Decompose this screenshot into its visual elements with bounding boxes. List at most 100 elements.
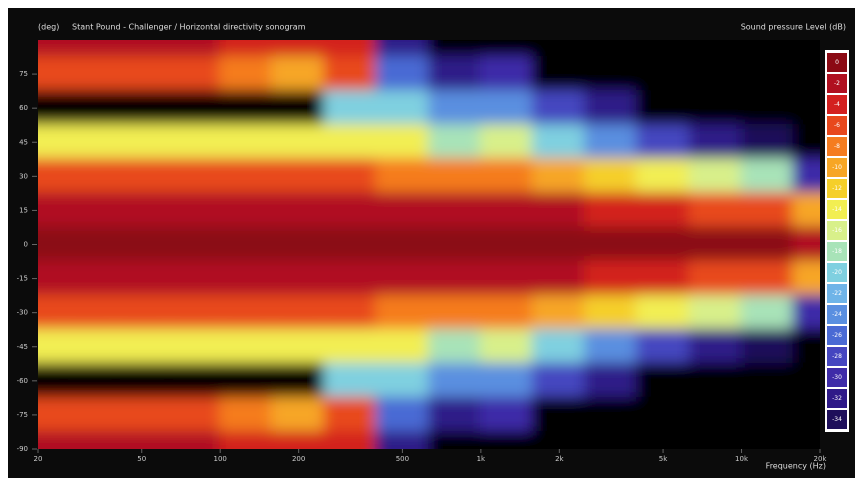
colorbar-label: -2: [834, 80, 840, 87]
heat-cell: [115, 261, 170, 297]
heat-cell: [689, 397, 743, 433]
heat-cell: [480, 158, 534, 194]
heat-cell: [167, 397, 221, 433]
y-tick-label: 60: [19, 104, 28, 112]
heat-cell: [480, 397, 534, 433]
heat-cell: [584, 90, 638, 126]
x-tick-label: 5k: [659, 455, 668, 463]
heat-cell: [271, 158, 325, 194]
heat-cell: [532, 397, 586, 433]
heat-cell: [219, 90, 273, 126]
heat-cell: [219, 261, 273, 297]
heat-cell: [375, 124, 430, 160]
heat-cell: [63, 56, 117, 92]
heat-cell: [167, 363, 221, 399]
heat-cell: [584, 192, 638, 228]
heat-cell: [689, 158, 743, 194]
chart-title: Stant Pound - Challenger / Horizontal di…: [72, 23, 306, 32]
colorbar-label: -10: [832, 164, 842, 171]
heat-cell: [271, 56, 325, 92]
heat-cell: [636, 226, 691, 262]
heat-cell: [63, 295, 117, 331]
heat-cell: [532, 158, 586, 194]
heat-cell: [741, 226, 795, 262]
heat-cell: [63, 261, 117, 297]
heat-cell: [167, 295, 221, 331]
colorbar-label: -6: [834, 122, 840, 129]
colorbar-label: -12: [832, 185, 842, 192]
heat-cell: [115, 397, 170, 433]
heat-cell: [323, 90, 377, 126]
heat-cell: [375, 329, 430, 365]
heatmap: [11, 22, 847, 467]
colorbar-label: Sound pressure Level (dB): [741, 23, 846, 32]
heat-cell: [115, 158, 170, 194]
heat-cell: [167, 192, 221, 228]
heat-cell: [271, 397, 325, 433]
heat-cell: [689, 261, 743, 297]
heat-cell: [375, 90, 430, 126]
heat-cell: [480, 295, 534, 331]
heat-cell: [271, 124, 325, 160]
heat-cell: [219, 397, 273, 433]
heat-cell: [375, 295, 430, 331]
heat-cell: [636, 124, 691, 160]
heat-cell: [323, 158, 377, 194]
y-tick-label: -45: [17, 343, 28, 351]
heat-cell: [741, 158, 795, 194]
heat-cell: [375, 261, 430, 297]
heat-cell: [219, 56, 273, 92]
heat-cell: [636, 90, 691, 126]
heat-cell: [271, 226, 325, 262]
heat-cell: [375, 363, 430, 399]
heat-cell: [584, 261, 638, 297]
heat-cell: [532, 124, 586, 160]
x-tick-label: 20: [34, 455, 43, 463]
y-tick-label: 30: [19, 172, 28, 180]
heat-cell: [741, 261, 795, 297]
heat-cell: [584, 363, 638, 399]
heat-cell: [63, 397, 117, 433]
heat-cell: [63, 158, 117, 194]
heat-cell: [428, 124, 482, 160]
heat-cell: [584, 397, 638, 433]
heat-cell: [689, 124, 743, 160]
heat-cell: [428, 158, 482, 194]
colorbar-label: -34: [832, 416, 842, 423]
x-tick-label: 200: [292, 455, 305, 463]
colorbar-label: -32: [832, 395, 842, 402]
heat-cell: [323, 226, 377, 262]
heat-cell: [636, 56, 691, 92]
heat-cell: [375, 226, 430, 262]
x-tick-label: 1k: [477, 455, 486, 463]
heat-cell: [323, 363, 377, 399]
heat-cell: [741, 56, 795, 92]
heat-cell: [271, 261, 325, 297]
colorbar-label: -16: [832, 227, 842, 234]
heat-cell: [428, 56, 482, 92]
y-tick-label: -75: [17, 411, 28, 419]
heat-cell: [689, 192, 743, 228]
heat-cell: [63, 363, 117, 399]
colorbar-label: -30: [832, 374, 842, 381]
heat-cell: [636, 397, 691, 433]
heat-cell: [115, 90, 170, 126]
heat-cell: [428, 261, 482, 297]
heat-cell: [323, 192, 377, 228]
heat-cell: [532, 295, 586, 331]
heat-cell: [480, 363, 534, 399]
colorbar-label: -22: [832, 290, 842, 297]
plot-area: [11, 22, 847, 467]
y-tick-label: 15: [19, 206, 28, 214]
y-tick-label: -60: [17, 377, 28, 385]
heat-cell: [428, 90, 482, 126]
heat-cell: [323, 124, 377, 160]
heat-cell: [636, 295, 691, 331]
heat-cell: [741, 124, 795, 160]
heat-cell: [741, 329, 795, 365]
heat-cell: [532, 329, 586, 365]
heat-cell: [689, 363, 743, 399]
heat-cell: [636, 192, 691, 228]
heat-cell: [323, 397, 377, 433]
heat-cell: [480, 124, 534, 160]
